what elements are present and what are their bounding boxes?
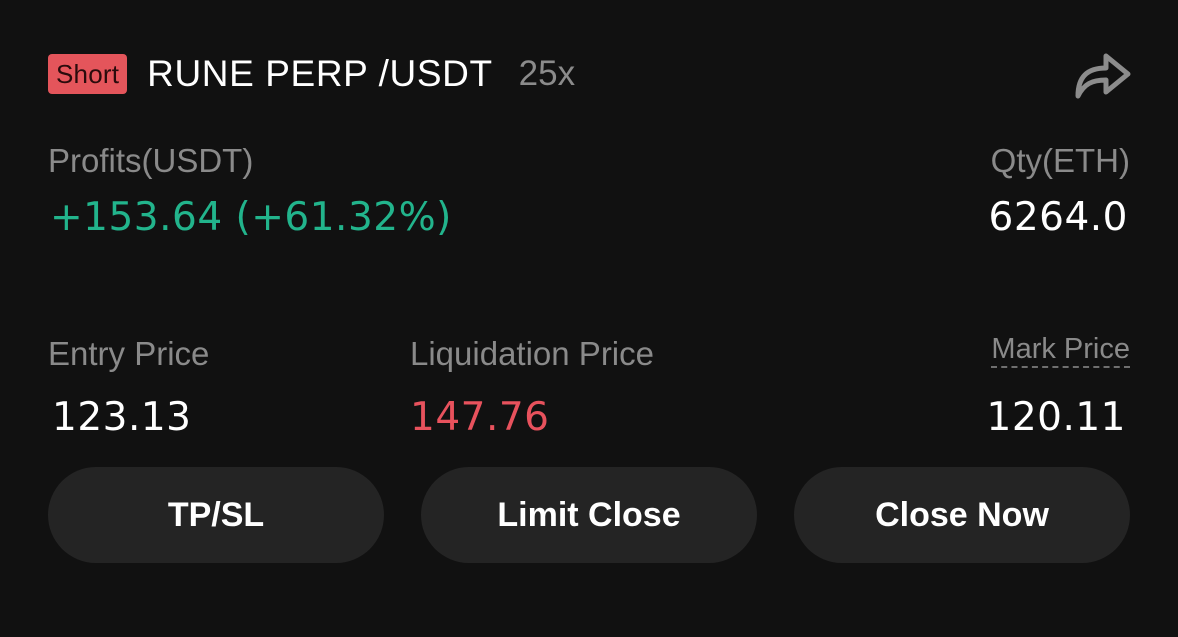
share-button[interactable]	[1070, 44, 1134, 104]
profits-label: Profits(USDT)	[48, 142, 254, 179]
liquidation-price-value: 147.76	[410, 395, 550, 440]
qty-value: 6264.0	[988, 195, 1128, 240]
profits-value: +153.64 (+61.32%)	[50, 195, 452, 240]
tpsl-button[interactable]: TP/SL	[48, 467, 384, 563]
mark-price-label[interactable]: Mark Price	[991, 333, 1130, 368]
mark-price-value: 120.11	[986, 395, 1126, 440]
side-badge: Short	[48, 54, 128, 94]
position-header: Short RUNE PERP /USDT 25x	[48, 52, 575, 96]
liquidation-price-label: Liquidation Price	[410, 335, 654, 372]
leverage-label: 25x	[518, 54, 576, 93]
share-arrow-icon	[1075, 53, 1131, 99]
entry-price-value: 123.13	[52, 395, 192, 440]
limit-close-button[interactable]: Limit Close	[421, 467, 757, 563]
close-now-button[interactable]: Close Now	[794, 467, 1130, 563]
entry-price-label: Entry Price	[48, 335, 210, 372]
trading-pair: RUNE PERP /USDT	[147, 53, 493, 94]
qty-label: Qty(ETH)	[990, 142, 1130, 179]
